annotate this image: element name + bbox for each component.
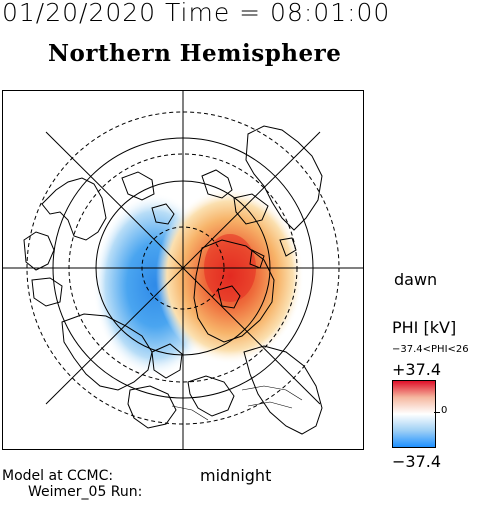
hemisphere-title: Northern Hemisphere (48, 40, 342, 67)
coastlines (23, 125, 323, 435)
colorbar (392, 380, 436, 448)
dawn-label: dawn (394, 270, 438, 289)
colorbar-range: −37.4<PHI<26 (392, 344, 469, 355)
polar-map (2, 90, 364, 450)
colorbar-zero-label: 0 (441, 405, 448, 416)
colorbar-zero-tick (434, 412, 440, 413)
boundaries (171, 385, 303, 421)
colorbar-min-label: −37.4 (392, 452, 442, 471)
model-line-1: Model at CCMC: (2, 468, 114, 484)
colorbar-max-label: +37.4 (392, 360, 442, 379)
datetime-header: 01/20/2020 Time = 08:01:00 (2, 0, 391, 27)
midnight-label: midnight (200, 466, 272, 485)
model-line-2: Weimer_05 Run: (28, 484, 143, 500)
colorbar-title: PHI [kV] (392, 318, 457, 337)
meridian-lines (2, 90, 364, 450)
